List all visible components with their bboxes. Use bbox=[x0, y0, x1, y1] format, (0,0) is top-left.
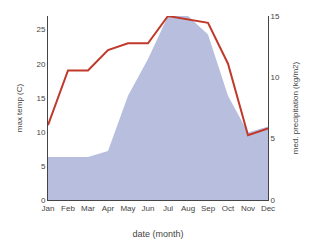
svg-text:Mar: Mar bbox=[81, 204, 95, 213]
svg-text:20: 20 bbox=[36, 60, 45, 69]
svg-text:15: 15 bbox=[36, 94, 45, 103]
svg-text:Dec: Dec bbox=[261, 204, 275, 213]
svg-text:Aug: Aug bbox=[181, 204, 195, 213]
svg-text:25: 25 bbox=[36, 25, 45, 34]
svg-text:Oct: Oct bbox=[222, 204, 235, 213]
svg-text:Nov: Nov bbox=[241, 204, 255, 213]
svg-text:max temp (C): max temp (C) bbox=[15, 83, 24, 132]
svg-text:10: 10 bbox=[271, 73, 280, 82]
svg-text:15: 15 bbox=[271, 12, 280, 21]
svg-text:May: May bbox=[120, 204, 135, 213]
svg-text:med. precipitation (kg/m2): med. precipitation (kg/m2) bbox=[291, 61, 300, 154]
svg-text:Jul: Jul bbox=[163, 204, 173, 213]
svg-text:0: 0 bbox=[271, 196, 276, 205]
svg-text:Jun: Jun bbox=[142, 204, 155, 213]
svg-text:date (month): date (month) bbox=[132, 229, 183, 239]
svg-text:Jan: Jan bbox=[42, 204, 55, 213]
svg-text:Apr: Apr bbox=[102, 204, 115, 213]
svg-text:10: 10 bbox=[36, 128, 45, 137]
svg-text:0: 0 bbox=[41, 196, 46, 205]
svg-text:Feb: Feb bbox=[61, 204, 75, 213]
svg-text:5: 5 bbox=[41, 162, 46, 171]
svg-text:Sep: Sep bbox=[201, 204, 216, 213]
svg-text:5: 5 bbox=[271, 134, 276, 143]
